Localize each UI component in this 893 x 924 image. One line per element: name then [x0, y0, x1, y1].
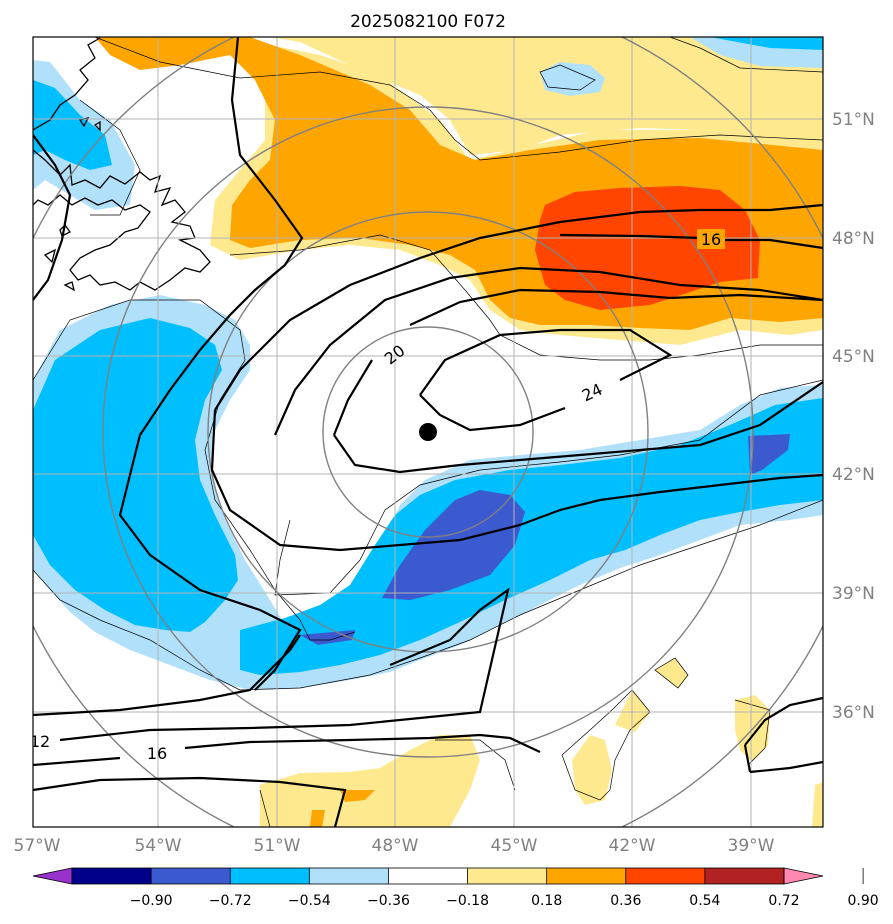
lat-label-42: 42°N: [832, 465, 875, 485]
map-title: 2025082100 F072: [350, 12, 506, 32]
range-ring-inner: [322, 326, 534, 538]
latitude-labels: 51°N 48°N 45°N 42°N 39°N 36°N: [832, 110, 875, 723]
contour-se-b: [749, 760, 823, 774]
colorbar-tick-label: 0.72: [768, 893, 799, 909]
colorbar-cell: [467, 868, 548, 884]
colorbar-tick-label: 0.54: [689, 893, 720, 909]
contour-12: [33, 634, 301, 717]
longitude-labels: 57°W 54°W 51°W 48°W 45°W 42°W 39°W: [14, 836, 775, 856]
cool-core-dark-2: [748, 434, 790, 475]
contour-label-12: 12: [30, 732, 50, 751]
contour-24: [332, 359, 373, 436]
coastline-layer: [33, 37, 211, 292]
contour-16-upper-d: [559, 233, 701, 240]
contour-label-16-south: 16: [147, 744, 167, 763]
lat-label-48: 48°N: [832, 229, 875, 249]
colorbar-cell: [309, 868, 389, 884]
contour-se: [744, 696, 823, 746]
colorbar-tick-label: −0.72: [209, 893, 252, 909]
colorbar-cell: [230, 868, 310, 884]
cool-region-west-blue: [33, 318, 238, 632]
contour-16-upper-c: [700, 203, 823, 212]
contour-16-upper: [214, 208, 701, 411]
cool-blob-ne-blue: [710, 37, 823, 50]
colorbar-tick-label: −0.90: [130, 893, 173, 909]
lon-label-51: 51°W: [254, 836, 301, 856]
colorbar-extend-left: [32, 867, 73, 885]
contour-16-south-b: [184, 733, 541, 753]
colorbar-cell: [546, 868, 627, 884]
lat-label-36: 36°N: [832, 703, 875, 723]
thick-contour-layer: [33, 37, 823, 827]
lon-label-54: 54°W: [135, 836, 182, 856]
contour-28-inner-b: [419, 394, 566, 432]
contour-20-south: [33, 776, 347, 827]
colorbar-cell: [151, 868, 231, 884]
range-ring-outer: [102, 106, 754, 758]
map-frame: [32, 36, 824, 828]
colorbar-tick-label: 0.36: [610, 893, 641, 909]
lon-label-42: 42°W: [609, 836, 656, 856]
contour-16-south: [33, 756, 121, 767]
colorbar: −0.90 −0.72 −0.54 −0.36 −0.18 0.18 0.36 0.54 0.7…: [32, 867, 879, 909]
lon-label-39: 39°W: [728, 836, 775, 856]
contour-ridge: [118, 37, 304, 691]
lat-label-51: 51°N: [832, 110, 875, 130]
contour-16-lower: [210, 409, 823, 552]
colorbar-tick-label: −0.18: [446, 893, 489, 909]
contour-label-bg-16: [697, 229, 725, 249]
contour-28-inner: [419, 328, 673, 396]
warm-patch-south-6: [812, 782, 823, 827]
contour-se-c: [743, 744, 752, 773]
coastline-islands: [43, 117, 101, 292]
lat-label-39: 39°N: [832, 584, 875, 604]
colorbar-tick-label: 0.90: [848, 893, 879, 909]
contour-20-lower: [333, 381, 823, 474]
cool-band-south-blue: [240, 398, 823, 675]
contour-20: [273, 266, 823, 436]
colorbar-tick-label: −0.36: [367, 893, 410, 909]
coastline-labrador: [33, 37, 101, 131]
warm-patch-south-2: [572, 735, 612, 805]
colorbar-tick-label: 0.18: [531, 893, 562, 909]
contour-24-b: [409, 288, 823, 326]
warm-patch-south-4: [655, 658, 688, 688]
coastline-newfoundland: [33, 149, 211, 291]
contour-label-16-north: 16: [701, 230, 721, 249]
range-ring-middle: [207, 211, 649, 653]
lon-label-45: 45°W: [491, 836, 538, 856]
colorbar-cell: [704, 868, 785, 884]
contour-16-upper-b: [725, 238, 823, 250]
colorbar-cell: [625, 868, 706, 884]
contour-west-edge: [33, 134, 72, 301]
colorbar-extend-right: [783, 867, 824, 885]
graticule-layer: [33, 37, 823, 827]
lon-label-48: 48°W: [372, 836, 419, 856]
contour-12-b: [59, 587, 510, 742]
warm-patch-south-orange: [310, 790, 375, 827]
colorbar-cell: [388, 868, 469, 884]
warm-patch-south-1: [260, 735, 480, 827]
range-ring-layer: [33, 37, 823, 827]
lat-label-45: 45°N: [832, 347, 875, 367]
colorbar-cell: [72, 868, 152, 884]
map-content: 16 20 24 12 16: [30, 37, 823, 827]
storm-center-dot: [419, 423, 437, 441]
lon-label-57: 57°W: [14, 836, 61, 856]
colorbar-tick-label: −0.54: [288, 893, 331, 909]
